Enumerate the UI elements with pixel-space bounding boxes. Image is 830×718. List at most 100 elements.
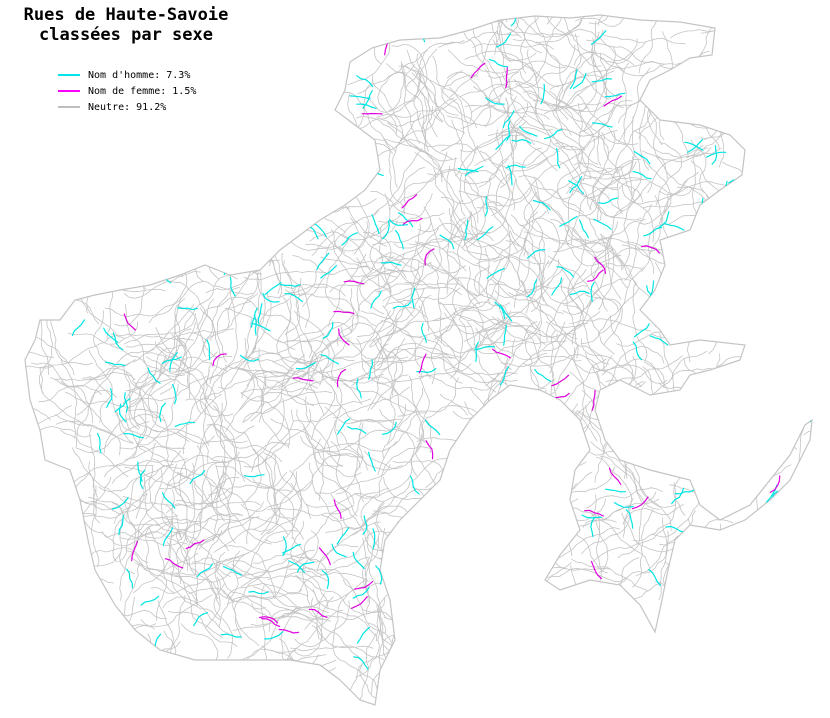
street-neutral [512,15,587,44]
street-neutral [378,167,425,223]
street-neutral [683,358,741,413]
street-neutral [360,288,425,323]
street-neutral [564,106,591,180]
street-neutral [276,296,294,370]
street-neutral [332,386,410,419]
street-neutral [175,517,210,585]
street-neutral [143,476,187,534]
street-neutral [332,637,384,698]
street-neutral [25,335,75,376]
street-male [382,220,390,240]
street-neutral [165,533,231,577]
street-neutral [617,491,657,559]
street-female [351,596,368,609]
street-neutral [329,384,394,423]
street-neutral [487,60,567,79]
street-male [264,631,284,640]
street-neutral [251,602,326,620]
street-male [590,517,595,538]
street-neutral [333,582,383,638]
street-neutral [700,15,748,34]
street-neutral [73,464,154,483]
street-female [631,496,649,510]
street-neutral [413,217,443,288]
street-neutral [418,305,479,354]
street-neutral [151,314,181,388]
street-neutral [242,431,262,506]
street-male [593,218,612,230]
street-neutral [603,381,644,453]
street-male [356,75,374,88]
street-male [248,590,269,595]
street-neutral [589,450,669,465]
street-neutral [632,482,677,542]
street-male [502,110,515,128]
street-male [123,392,129,413]
street-neutral [340,326,409,360]
street-neutral [440,87,465,152]
street-female [333,310,355,314]
street-male [322,321,334,339]
street-neutral [392,460,460,494]
street-neutral [361,557,386,635]
street-neutral [148,257,188,323]
street-neutral [295,575,366,617]
street-neutral [563,474,573,556]
street-neutral [260,585,267,669]
street-neutral [354,420,364,502]
street-neutral [25,309,55,358]
street-male [257,303,263,324]
street-neutral [260,374,291,445]
street-neutral [75,390,117,447]
street-neutral [316,521,381,572]
street-neutral [449,87,486,162]
street-male [297,561,314,573]
street-neutral [538,168,613,203]
street-neutral [366,64,415,113]
street-neutral [387,122,458,162]
street-neutral [232,208,272,267]
street-neutral [476,15,508,23]
street-male [251,322,271,332]
street-neutral [563,65,636,97]
street-neutral [297,169,346,233]
street-neutral [571,558,648,591]
street-neutral [388,151,448,206]
street-neutral [657,155,717,211]
street-male [284,293,304,303]
street-neutral [585,487,663,509]
street-neutral [196,296,260,330]
street-neutral [622,180,688,205]
street-neutral [209,516,288,535]
street-neutral [30,362,102,395]
street-male [581,514,603,519]
street-neutral [124,445,188,478]
street-neutral [446,217,467,295]
street-neutral [278,638,331,690]
street-male [499,304,513,322]
street-neutral [336,422,364,495]
street-neutral [642,366,679,441]
street-neutral [593,494,609,573]
street-male [362,90,373,109]
street-neutral [160,298,186,376]
street-neutral [292,578,368,615]
street-neutral [721,147,794,176]
street-neutral [192,557,271,580]
street-neutral [107,532,188,547]
street-neutral [438,357,518,376]
street-male [169,352,178,372]
street-neutral [183,275,238,330]
street-male [371,214,380,235]
street-neutral [349,481,411,536]
street-neutral [119,521,137,601]
street-male [370,290,382,309]
street-neutral [90,485,100,567]
street-neutral [124,270,201,299]
street-neutral [798,428,812,507]
street-male [336,527,350,545]
street-neutral [178,454,220,506]
street-neutral [542,15,602,68]
street-male [475,341,480,362]
street-male [684,141,704,151]
